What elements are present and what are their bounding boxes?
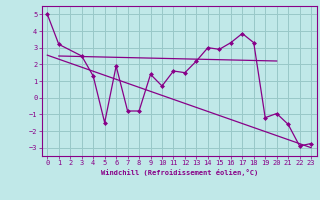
X-axis label: Windchill (Refroidissement éolien,°C): Windchill (Refroidissement éolien,°C) <box>100 169 258 176</box>
